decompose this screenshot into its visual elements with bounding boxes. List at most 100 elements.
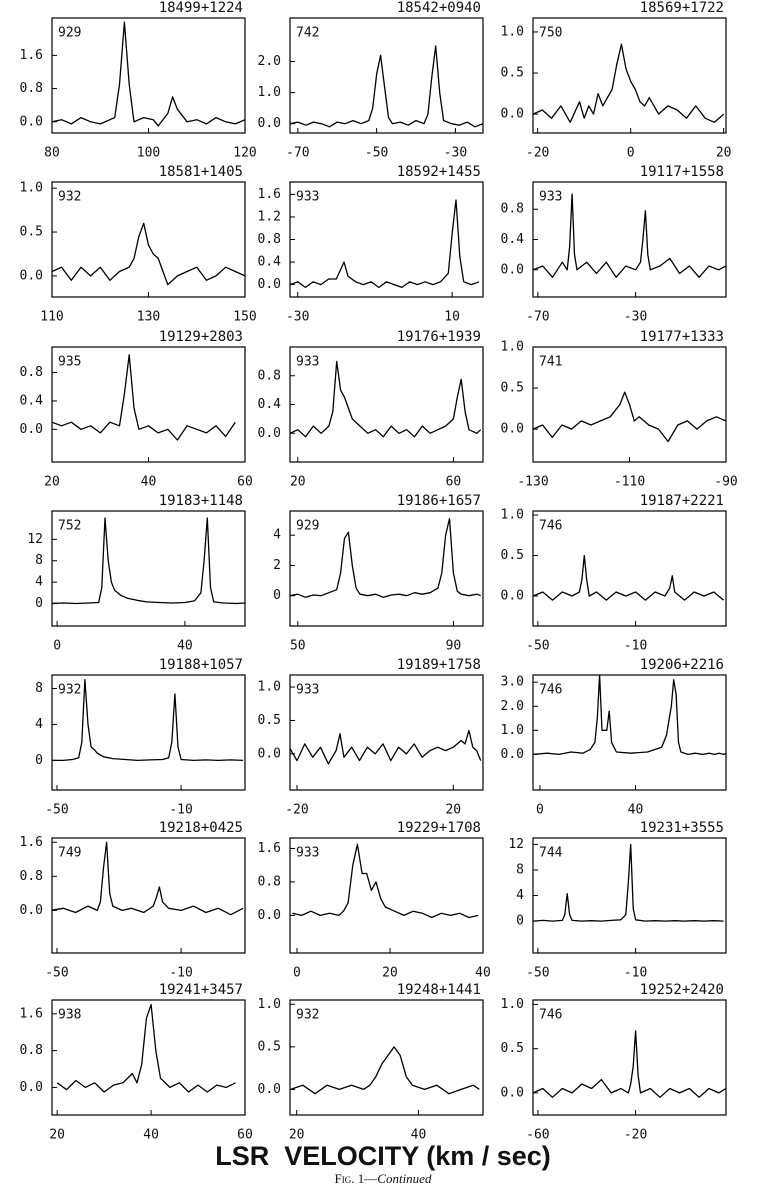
y-tick-label: 0.0 xyxy=(501,747,524,762)
y-tick-label: 1.0 xyxy=(501,997,524,1012)
y-tick-label: 0.0 xyxy=(258,1082,281,1097)
x-tick-label: 40 xyxy=(177,639,193,654)
panel: 19188+1057 932 0 4 8 -50 -10 xyxy=(35,657,246,818)
panel-title: 19252+2420 xyxy=(640,982,724,998)
spectrum-line xyxy=(290,517,481,598)
panel: 18592+1455 933 0.0 0.4 0.8 1.2 1.6 -30 10 xyxy=(258,164,484,325)
panel-label: 746 xyxy=(539,683,562,698)
x-tick-label: 40 xyxy=(628,803,644,818)
panel-title: 19241+3457 xyxy=(159,982,243,998)
plot-frame xyxy=(289,674,484,791)
x-tick-label: -10 xyxy=(169,803,192,818)
x-tick-label: -90 xyxy=(714,475,737,490)
y-tick-label: 0.0 xyxy=(20,114,43,129)
x-tick-label: -30 xyxy=(444,146,467,161)
plot-frame xyxy=(289,999,484,1116)
y-tick-label: 0.5 xyxy=(501,381,524,396)
panel-label: 933 xyxy=(296,683,319,698)
y-tick-label: 0.8 xyxy=(501,202,524,217)
spectrum-line xyxy=(52,21,245,127)
panel-label: 749 xyxy=(58,846,81,861)
x-tick-label: 120 xyxy=(233,146,256,161)
panel-title: 19229+1708 xyxy=(397,820,481,836)
panel-label: 746 xyxy=(539,519,562,534)
y-tick-label: 1.0 xyxy=(501,508,524,523)
spectrum-line xyxy=(52,354,236,441)
x-tick-label: 20 xyxy=(290,475,306,490)
x-tick-label: 40 xyxy=(141,475,157,490)
panel: 19183+1148 752 0 4 8 12 0 40 xyxy=(27,493,246,654)
y-tick-label: 1.0 xyxy=(258,997,281,1012)
panel: 18542+0940 742 0.0 1.0 2.0 -70 -50 -30 xyxy=(258,0,484,161)
y-tick-label: 0.8 xyxy=(20,365,43,380)
panel: 19117+1558 933 0.0 0.4 0.8 -70 -30 xyxy=(501,164,727,325)
x-tick-label: 60 xyxy=(446,475,462,490)
panel-label: 932 xyxy=(58,190,81,205)
panel-label: 933 xyxy=(296,190,319,205)
y-tick-label: 1.0 xyxy=(20,181,43,196)
y-tick-label: 0.0 xyxy=(258,116,281,131)
spectrum-line xyxy=(533,1030,726,1098)
y-tick-label: 0.8 xyxy=(20,1043,43,1058)
panel: 18499+1224 929 0.0 0.8 1.6 80 100 120 xyxy=(20,0,257,161)
y-tick-label: 1.6 xyxy=(20,48,43,63)
x-tick-label: 10 xyxy=(444,310,460,325)
panel-label: 938 xyxy=(58,1008,81,1023)
y-tick-label: 0.0 xyxy=(258,746,281,761)
x-tick-label: 20 xyxy=(445,803,461,818)
plot-frame xyxy=(51,999,246,1116)
y-tick-label: 0.0 xyxy=(501,107,524,122)
y-tick-label: 0.0 xyxy=(501,262,524,277)
x-tick-label: -20 xyxy=(526,146,549,161)
plot-frame xyxy=(532,999,727,1116)
x-tick-label: 0 xyxy=(53,639,61,654)
x-tick-label: 40 xyxy=(475,966,491,981)
y-tick-label: 2.0 xyxy=(501,699,524,714)
x-tick-label: -10 xyxy=(169,966,192,981)
y-tick-label: 0.5 xyxy=(258,1039,281,1054)
y-tick-label: 0.4 xyxy=(501,232,525,247)
y-tick-label: 0 xyxy=(516,914,524,929)
panel-title: 19183+1148 xyxy=(159,493,243,509)
y-tick-label: 0.8 xyxy=(20,869,43,884)
y-tick-label: 1.6 xyxy=(258,187,281,202)
x-tick-label: 20 xyxy=(44,475,60,490)
panel-label: 933 xyxy=(296,355,319,370)
y-tick-label: 1.0 xyxy=(501,340,524,355)
spectrum-line xyxy=(533,843,724,922)
x-tick-label: 40 xyxy=(143,1128,159,1143)
spectrum-line xyxy=(290,729,482,765)
x-tick-label: 80 xyxy=(44,146,60,161)
y-tick-label: 0.5 xyxy=(501,548,524,563)
y-tick-label: 0.8 xyxy=(258,874,281,889)
panel-title: 18499+1224 xyxy=(159,0,243,16)
plot-frame xyxy=(532,510,727,627)
x-tick-label: 90 xyxy=(446,639,462,654)
x-tick-label: -60 xyxy=(526,1128,549,1143)
y-tick-label: 0.4 xyxy=(258,255,282,270)
y-tick-label: 0.0 xyxy=(20,903,43,918)
y-tick-label: 1.0 xyxy=(501,24,524,39)
panel-title: 19231+3555 xyxy=(640,820,724,836)
panel-label: 741 xyxy=(539,355,562,370)
x-tick-label: -30 xyxy=(286,310,309,325)
x-tick-label: 0 xyxy=(627,146,635,161)
panel: 18569+1722 750 0.0 0.5 1.0 -20 0 20 xyxy=(501,0,732,161)
spectrum-line xyxy=(533,43,725,123)
panel-title: 19189+1758 xyxy=(397,657,481,673)
panel-title: 19176+1939 xyxy=(397,329,481,345)
x-tick-label: -10 xyxy=(624,639,647,654)
x-tick-label: -130 xyxy=(517,475,548,490)
y-tick-label: 1.0 xyxy=(258,85,281,100)
caption-prefix: Fig. 1— xyxy=(335,1171,379,1186)
spectrum-line xyxy=(290,45,483,128)
y-tick-label: 8 xyxy=(35,681,43,696)
panel: 19129+2803 935 0.0 0.4 0.8 20 40 60 xyxy=(20,329,253,490)
panel-title: 19248+1441 xyxy=(397,982,481,998)
x-tick-label: -20 xyxy=(624,1128,647,1143)
panel-title: 18592+1455 xyxy=(397,164,481,180)
panel: 19252+2420 746 0.0 0.5 1.0 -60 -20 xyxy=(501,982,727,1143)
y-tick-label: 0.8 xyxy=(258,368,281,383)
panel: 19176+1939 933 0.0 0.4 0.8 20 60 xyxy=(258,329,484,490)
panel: 19218+0425 749 0.0 0.8 1.6 -50 -10 xyxy=(20,820,246,981)
